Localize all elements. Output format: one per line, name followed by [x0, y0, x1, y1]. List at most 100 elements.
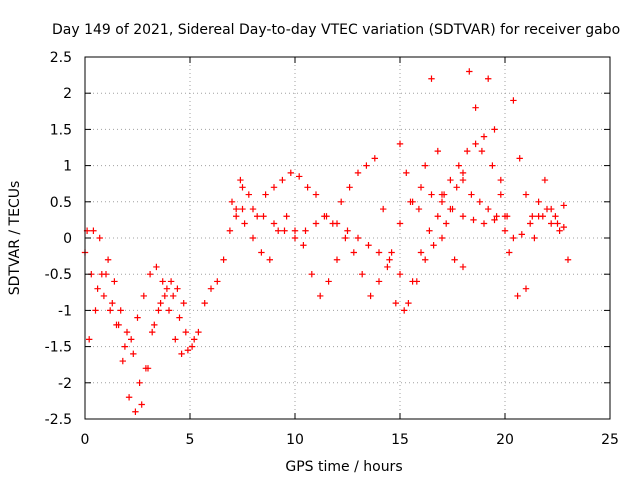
data-point — [182, 328, 189, 336]
series-track-6 — [239, 184, 509, 263]
data-point — [344, 227, 351, 234]
data-point — [459, 176, 467, 184]
data-point — [535, 198, 542, 205]
data-point — [115, 321, 122, 329]
data-point — [136, 379, 143, 386]
data-point — [459, 213, 467, 220]
data-point — [107, 307, 114, 314]
y-tick-label: -2.5 — [45, 412, 72, 428]
data-point — [188, 343, 196, 350]
data-point — [480, 220, 488, 227]
y-tick-label: -0.5 — [45, 267, 72, 283]
series-track-4 — [228, 155, 446, 307]
data-point — [497, 191, 504, 198]
data-point — [554, 220, 561, 227]
data-point — [128, 336, 135, 343]
data-point — [556, 227, 563, 234]
data-point — [317, 292, 324, 300]
data-point — [249, 234, 257, 242]
data-point — [163, 285, 171, 292]
data-point — [195, 328, 202, 336]
data-point — [254, 213, 261, 220]
data-point — [178, 350, 185, 358]
data-point — [121, 343, 129, 350]
data-point — [453, 184, 460, 191]
data-point — [503, 213, 511, 220]
data-point — [552, 213, 559, 220]
data-point — [422, 162, 429, 169]
data-point — [130, 350, 137, 358]
data-point — [155, 307, 162, 314]
data-point — [350, 249, 357, 256]
y-tick-label: -1 — [58, 303, 72, 319]
data-point — [287, 169, 294, 177]
data-point — [497, 176, 504, 184]
data-point — [96, 234, 103, 242]
data-point — [302, 227, 309, 234]
data-point — [415, 205, 423, 213]
data-point — [300, 242, 307, 249]
x-tick-label: 5 — [186, 432, 195, 448]
data-point — [239, 184, 246, 191]
data-point — [522, 191, 530, 198]
data-point — [506, 249, 513, 256]
data-point — [260, 213, 267, 220]
data-point — [428, 75, 435, 82]
data-point — [388, 249, 395, 256]
data-point — [165, 307, 173, 314]
data-point — [422, 256, 429, 263]
data-point — [333, 256, 341, 263]
data-point — [434, 213, 441, 220]
data-point — [279, 176, 286, 184]
data-point — [447, 176, 454, 184]
data-point — [365, 242, 372, 249]
data-point — [438, 198, 446, 205]
data-point — [270, 184, 278, 191]
data-point — [226, 227, 234, 234]
data-point — [304, 184, 311, 191]
data-point — [167, 278, 175, 285]
data-point — [180, 299, 187, 307]
data-point — [359, 271, 366, 278]
data-point — [491, 216, 498, 224]
data-point — [308, 271, 315, 278]
data-point — [90, 227, 97, 234]
chart-title: Day 149 of 2021, Sidereal Day-to-day VTE… — [52, 22, 620, 38]
data-point — [325, 278, 332, 285]
y-axis-label: SDTVAR / TECUs — [7, 181, 23, 296]
x-tick-label: 10 — [286, 432, 304, 448]
data-point — [149, 328, 156, 336]
data-point — [468, 191, 475, 198]
data-point — [396, 271, 404, 278]
data-point — [480, 133, 488, 140]
data-point — [342, 234, 349, 242]
data-point — [270, 220, 278, 227]
data-point — [527, 220, 534, 227]
y-tick-label: 2.5 — [50, 50, 72, 66]
data-point — [354, 169, 362, 177]
data-point — [409, 278, 416, 285]
x-axis-label: GPS time / hours — [285, 459, 402, 475]
data-point — [111, 278, 118, 285]
data-point — [333, 220, 341, 227]
data-point — [535, 213, 542, 220]
data-point — [434, 147, 441, 155]
data-point — [104, 256, 112, 263]
data-point — [92, 307, 99, 314]
data-point — [142, 365, 150, 372]
data-point — [501, 227, 509, 234]
data-point — [151, 321, 158, 329]
data-point — [485, 75, 492, 82]
data-point — [220, 256, 227, 263]
y-tick-label: 1.5 — [50, 122, 72, 138]
series-track-5 — [233, 213, 467, 314]
series-track-2 — [83, 227, 198, 358]
data-point — [476, 198, 483, 205]
data-point — [275, 227, 282, 234]
data-point — [346, 184, 353, 191]
data-point — [119, 357, 126, 365]
data-point — [140, 292, 147, 300]
data-point — [560, 223, 567, 231]
data-point — [367, 292, 374, 300]
